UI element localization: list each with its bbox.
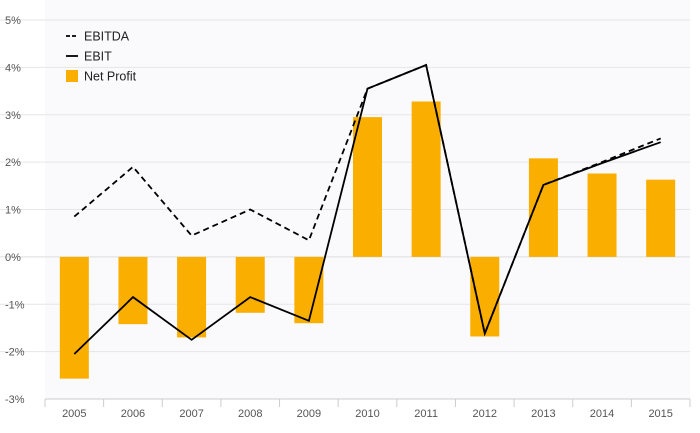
x-tick-label: 2010 bbox=[355, 408, 379, 420]
x-tick-label: 2007 bbox=[179, 408, 203, 420]
y-tick-label: -3% bbox=[5, 394, 25, 406]
ebit-line bbox=[73, 63, 662, 355]
net-profit-bar bbox=[411, 101, 441, 257]
net-profit-bar bbox=[528, 158, 558, 257]
line-series bbox=[73, 63, 662, 355]
x-tick-label: 2012 bbox=[473, 408, 497, 420]
y-tick-label: 3% bbox=[5, 110, 21, 122]
legend-label: EBITDA bbox=[84, 30, 130, 44]
net-profit-bar bbox=[587, 173, 617, 257]
y-tick-label: 5% bbox=[5, 15, 21, 27]
legend: EBITDA EBIT Net Profit bbox=[66, 30, 137, 84]
net-profit-bar bbox=[646, 179, 676, 257]
y-tick-label: -2% bbox=[5, 347, 25, 359]
x-tick-label: 2008 bbox=[238, 408, 262, 420]
net-profit-bars bbox=[59, 101, 676, 379]
net-profit-bar bbox=[294, 256, 324, 324]
x-tick-label: 2006 bbox=[121, 408, 145, 420]
y-tick-label: 1% bbox=[5, 205, 21, 217]
y-tick-label: 2% bbox=[5, 157, 21, 169]
net-profit-bar bbox=[59, 256, 89, 379]
y-tick-label: 0% bbox=[5, 252, 21, 264]
grid-lines bbox=[0, 19, 690, 353]
net-profit-bar bbox=[118, 256, 148, 325]
y-tick-label: -1% bbox=[5, 299, 25, 311]
net-profit-bar bbox=[470, 256, 500, 337]
legend-label: EBIT bbox=[84, 50, 112, 64]
x-tick-label: 2011 bbox=[414, 408, 438, 420]
net-profit-bar bbox=[353, 117, 382, 257]
x-tick-label: 2014 bbox=[590, 408, 614, 420]
x-tick-label: 2013 bbox=[531, 408, 555, 420]
x-tick-label: 2005 bbox=[62, 408, 86, 420]
x-axis: 2005 2006 2007 2008 2009 2010 2011 2012 2013 2014… bbox=[44, 398, 691, 420]
legend-swatch-net-profit bbox=[66, 70, 78, 82]
y-axis-ticks: 5% 4% 3% 2% 1% 0% -1% -2% -3% bbox=[5, 15, 25, 406]
legend-label: Net Profit bbox=[84, 70, 137, 84]
x-tick-label: 2009 bbox=[297, 408, 321, 420]
x-tick-label: 2015 bbox=[648, 408, 672, 420]
y-tick-label: 4% bbox=[5, 62, 21, 74]
net-profit-bar bbox=[177, 256, 207, 338]
